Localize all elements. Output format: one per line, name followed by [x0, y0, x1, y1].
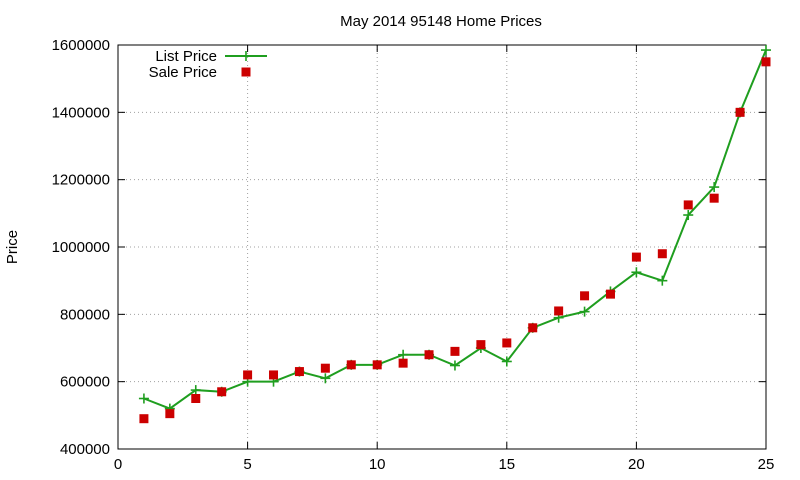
y-tick-label: 1000000 — [52, 239, 110, 256]
x-tick-label: 0 — [114, 456, 122, 473]
list-price-point — [501, 356, 512, 367]
legend-plus-swatch — [241, 51, 251, 61]
sale-price-point — [346, 360, 356, 370]
axes: 0 5 10 15 20 25 400000 600000 800000 1000000 12000… — [52, 37, 775, 473]
list-price-point — [138, 393, 149, 404]
list-price-point — [761, 45, 771, 56]
sale-price-point — [424, 350, 434, 360]
sale-price-point — [320, 363, 330, 373]
sale-price-point — [217, 387, 227, 397]
list-price-point — [449, 360, 460, 371]
sale-price-point — [683, 200, 693, 210]
y-tick-label: 800000 — [60, 306, 110, 323]
sale-price-point — [476, 340, 486, 350]
legend-label: Sale Price — [149, 64, 217, 81]
list-price-point — [579, 306, 590, 317]
sale-price-point — [191, 394, 201, 403]
sale-price-point — [372, 360, 382, 370]
list-price-point — [190, 385, 201, 396]
x-tick-label: 5 — [243, 456, 251, 473]
y-tick-label: 1600000 — [52, 37, 110, 54]
list-price-point — [683, 210, 694, 221]
list-price-point — [657, 275, 668, 286]
y-tick-label: 1200000 — [52, 172, 110, 189]
sale-price-point — [761, 57, 771, 67]
y-axis-label: Price — [4, 230, 21, 264]
sale-price-point — [657, 249, 667, 259]
sale-price-point — [528, 323, 538, 333]
y-tick-label: 400000 — [60, 441, 110, 458]
list-price-point — [320, 373, 331, 384]
sale-price-point — [243, 370, 253, 380]
legend-square-swatch — [241, 67, 251, 77]
sale-price-point — [502, 338, 512, 348]
legend-label: List Price — [155, 48, 217, 65]
sale-price-point — [269, 370, 279, 380]
grid — [118, 45, 766, 449]
sale-price-point — [165, 409, 175, 419]
list-price-point — [398, 349, 409, 360]
sale-price-point — [554, 306, 564, 316]
x-tick-label: 25 — [758, 456, 775, 473]
sale-price-point — [139, 414, 149, 424]
sale-price-point — [450, 346, 460, 356]
sale-price-point — [709, 193, 719, 203]
sale-price-point — [605, 289, 615, 299]
sale-price-point — [398, 358, 408, 368]
y-tick-label: 600000 — [60, 374, 110, 391]
chart-title: May 2014 95148 Home Prices — [340, 13, 542, 30]
series-list-price — [138, 45, 771, 414]
sale-price-point — [735, 107, 745, 117]
x-tick-label: 10 — [369, 456, 386, 473]
y-tick-label: 1400000 — [52, 104, 110, 121]
list-price-point — [631, 267, 642, 278]
x-tick-label: 15 — [498, 456, 515, 473]
series-sale-price — [139, 57, 771, 424]
sale-price-point — [631, 252, 641, 262]
sale-price-point — [580, 291, 590, 301]
list-price-point — [709, 182, 720, 193]
sale-price-point — [294, 367, 304, 377]
data-series — [138, 45, 771, 424]
x-tick-label: 20 — [628, 456, 645, 473]
